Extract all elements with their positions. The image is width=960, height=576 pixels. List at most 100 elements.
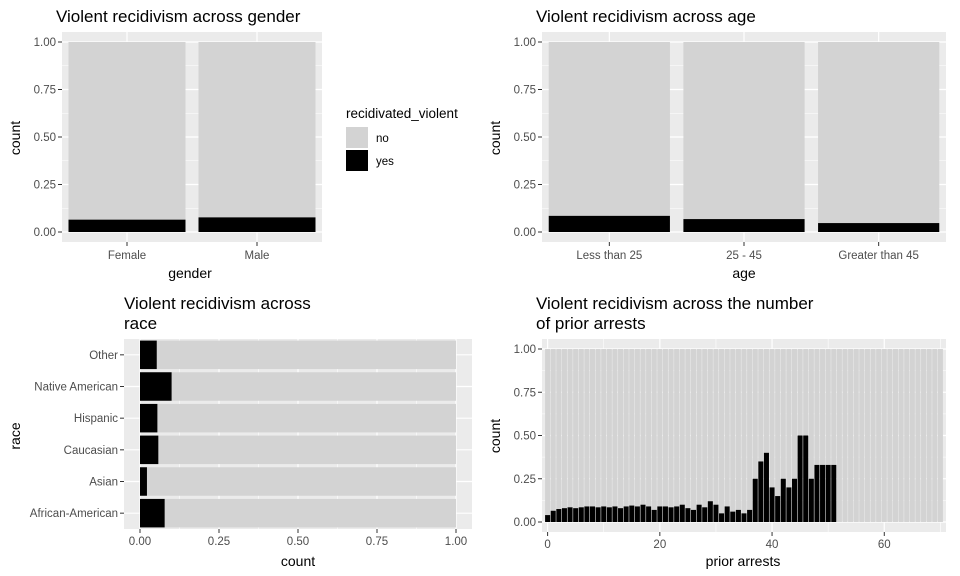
y-tick-label-priors: 0.75 [514, 387, 536, 399]
y-tick-label-gender: 1.00 [34, 37, 56, 49]
bar-no-priors [848, 349, 854, 522]
bar-yes-priors [786, 487, 792, 522]
bar-no-priors [870, 349, 876, 522]
y-axis-title-age: count [487, 121, 503, 155]
bar-no-race [140, 403, 456, 433]
bar-yes-priors [690, 509, 697, 522]
bar-no-priors [606, 349, 612, 508]
bar-yes-priors [803, 435, 809, 522]
chart-title-race-line2: race [124, 314, 157, 333]
y-axis-title-priors: count [487, 419, 503, 453]
x-tick-label-race: 0.25 [208, 536, 230, 548]
bar-no-priors [842, 349, 848, 522]
y-tick-label-age: 0.25 [514, 180, 536, 192]
y-tick-label-gender: 0.25 [34, 180, 56, 192]
bar-yes-priors [696, 504, 702, 522]
bar-no-priors [662, 349, 668, 507]
chart-title-priors-line2: of prior arrests [536, 314, 646, 333]
bar-no-priors [892, 349, 899, 522]
bar-no-priors [724, 349, 730, 507]
bar-no-priors [679, 349, 685, 505]
bar-yes-priors [685, 508, 691, 522]
bar-no-priors [567, 349, 573, 508]
legend-key-no [346, 127, 368, 148]
legend: recidivated_violent no yes [346, 106, 458, 171]
chart-title-priors-line1: Violent recidivism across the number [536, 294, 814, 313]
legend-title: recidivated_violent [346, 106, 458, 121]
bar-yes-priors [831, 464, 837, 522]
bar-no-priors [808, 349, 814, 479]
bar-no-priors [898, 349, 904, 522]
bar-no-gender [198, 42, 316, 218]
bar-yes-age [818, 223, 940, 232]
bar-yes-priors [735, 509, 741, 522]
bar-no-priors [937, 349, 943, 522]
chart-title-age: Violent recidivism across age [536, 7, 756, 26]
x-tick-label-priors: 0 [544, 539, 550, 551]
bar-no-priors [786, 349, 792, 488]
bar-no-priors [685, 349, 691, 509]
y-tick-label-gender: 0.00 [34, 227, 56, 239]
bar-yes-priors [825, 464, 831, 522]
bar-no-priors [825, 349, 831, 465]
bar-yes-priors [584, 506, 590, 522]
bar-yes-priors [556, 509, 562, 522]
y-tick-label-gender: 0.75 [34, 85, 56, 97]
bar-no-priors [797, 349, 803, 436]
bar-yes-race [140, 467, 147, 496]
bar-no-priors [550, 349, 556, 511]
y-tick-label-race: Other [89, 350, 118, 362]
bar-yes-priors [573, 508, 579, 522]
bar-yes-priors [758, 461, 764, 522]
y-tick-label-age: 0.75 [514, 85, 536, 97]
bar-no-priors [690, 349, 697, 510]
y-axis-title-gender: count [7, 121, 23, 155]
bar-yes-priors [601, 506, 607, 522]
x-tick-label-race: 1.00 [445, 536, 467, 548]
y-tick-label-race: Native American [34, 382, 118, 394]
bar-yes-priors [713, 504, 719, 522]
bar-yes-priors [730, 511, 736, 522]
bar-no-priors [814, 349, 820, 465]
y-tick-label-priors: 1.00 [514, 344, 536, 356]
bar-no-priors [651, 349, 657, 510]
y-tick-label-gender: 0.50 [34, 132, 56, 144]
bar-yes-priors [724, 506, 730, 522]
x-tick-label-gender: Male [245, 250, 270, 262]
bar-no-priors [926, 349, 932, 522]
bar-yes-priors [623, 506, 629, 522]
bar-yes-priors [561, 508, 567, 522]
bar-yes-priors [747, 509, 753, 522]
bar-yes-priors [578, 507, 584, 522]
bar-yes-priors [814, 464, 820, 522]
bar-yes-priors [657, 506, 663, 522]
bar-yes-priors [662, 506, 668, 522]
bar-no-priors [646, 349, 652, 507]
bar-no-priors [595, 349, 601, 508]
bar-no-priors [696, 349, 702, 505]
bar-no-priors [932, 349, 938, 522]
bar-yes-priors [589, 506, 596, 522]
y-axis-title-race: race [7, 422, 23, 449]
x-tick-label-priors: 40 [766, 539, 779, 551]
bar-yes-priors [741, 513, 747, 522]
bar-no-priors [859, 349, 865, 522]
bar-no-priors [634, 349, 640, 507]
x-axis-title-age: age [732, 265, 756, 281]
bar-no-priors [702, 349, 708, 508]
bar-no-priors [573, 349, 579, 509]
bar-no-priors [921, 349, 927, 522]
bar-no-priors [589, 349, 596, 507]
bar-no-race [140, 498, 456, 528]
bar-no-priors [601, 349, 607, 507]
legend-label-yes: yes [376, 156, 394, 168]
bar-no-priors [915, 349, 921, 522]
bar-yes-priors [707, 501, 713, 522]
bar-yes-age [683, 219, 805, 232]
y-tick-label-race: Asian [89, 477, 118, 489]
y-tick-label-race: Caucasian [64, 445, 118, 457]
bar-no-priors [556, 349, 562, 510]
x-tick-label-priors: 20 [653, 539, 666, 551]
bar-yes-race [140, 498, 165, 528]
bar-no-priors [629, 349, 635, 506]
